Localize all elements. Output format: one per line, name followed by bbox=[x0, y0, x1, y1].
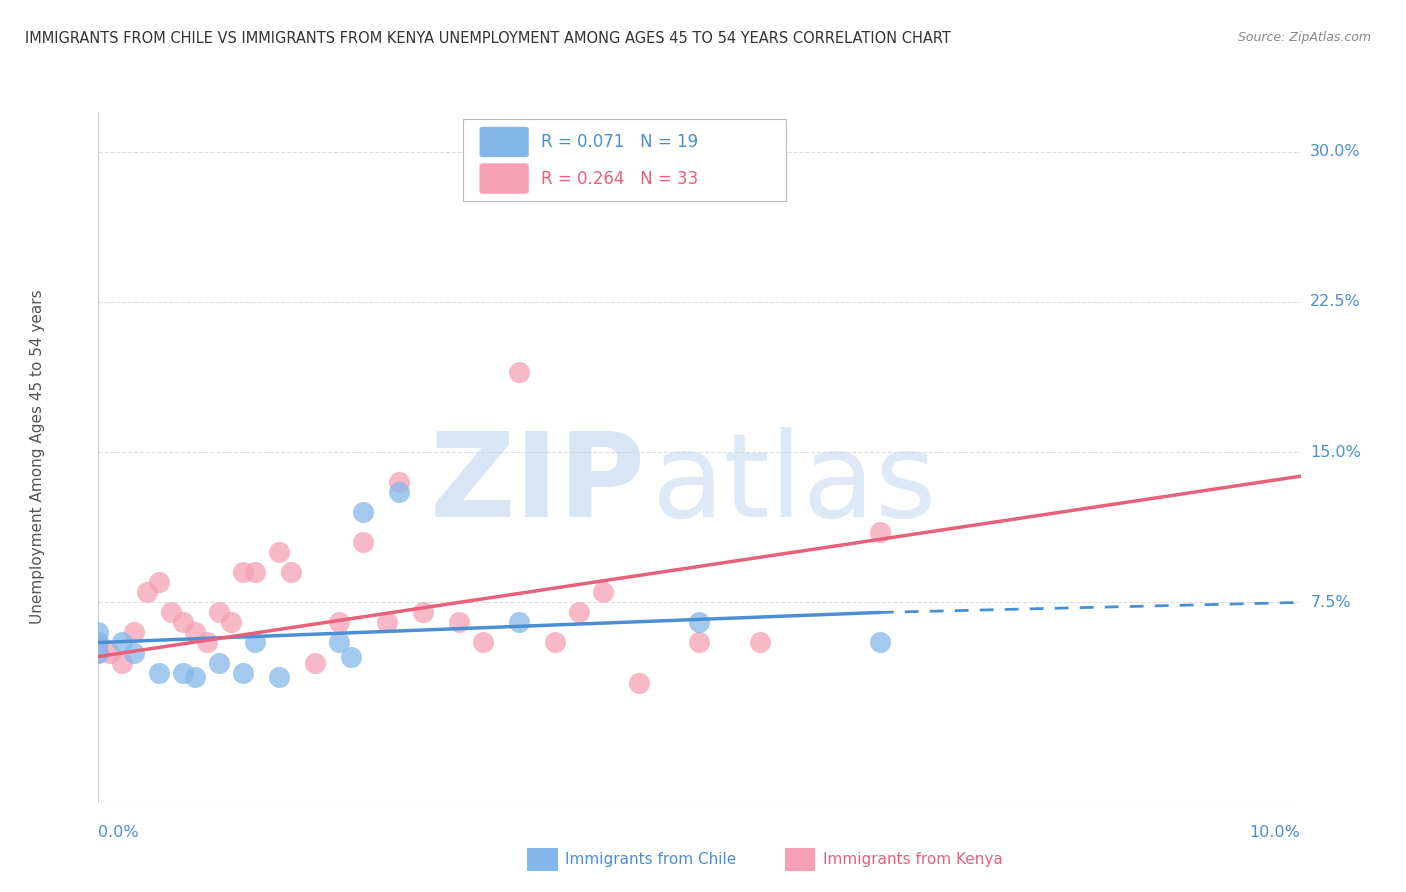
Point bbox=[352, 505, 374, 519]
Point bbox=[267, 545, 290, 559]
Point bbox=[87, 625, 110, 640]
Point bbox=[232, 665, 254, 680]
Text: R = 0.071   N = 19: R = 0.071 N = 19 bbox=[541, 133, 697, 151]
Text: 15.0%: 15.0% bbox=[1310, 444, 1361, 459]
Text: ZIP: ZIP bbox=[429, 427, 645, 542]
Point bbox=[412, 606, 434, 620]
Point bbox=[340, 649, 363, 664]
Text: 7.5%: 7.5% bbox=[1310, 595, 1351, 610]
Point bbox=[135, 585, 157, 599]
Point bbox=[148, 575, 170, 590]
Point bbox=[183, 625, 205, 640]
Point bbox=[87, 635, 110, 649]
Text: 30.0%: 30.0% bbox=[1310, 145, 1361, 159]
Text: atlas: atlas bbox=[651, 427, 936, 542]
Text: R = 0.264   N = 33: R = 0.264 N = 33 bbox=[541, 169, 697, 187]
FancyBboxPatch shape bbox=[479, 163, 529, 194]
Text: IMMIGRANTS FROM CHILE VS IMMIGRANTS FROM KENYA UNEMPLOYMENT AMONG AGES 45 TO 54 : IMMIGRANTS FROM CHILE VS IMMIGRANTS FROM… bbox=[25, 31, 952, 46]
Point bbox=[159, 606, 181, 620]
Point bbox=[688, 615, 710, 630]
Text: 0.0%: 0.0% bbox=[98, 825, 139, 840]
Point bbox=[544, 635, 567, 649]
Point bbox=[243, 566, 266, 580]
Point bbox=[87, 635, 110, 649]
Point bbox=[183, 669, 205, 683]
Point bbox=[472, 635, 495, 649]
Point bbox=[628, 675, 651, 690]
Text: Immigrants from Chile: Immigrants from Chile bbox=[565, 853, 737, 867]
FancyBboxPatch shape bbox=[479, 127, 529, 157]
Point bbox=[280, 566, 302, 580]
Point bbox=[388, 485, 411, 500]
Point bbox=[208, 606, 231, 620]
Text: 10.0%: 10.0% bbox=[1250, 825, 1301, 840]
Text: Source: ZipAtlas.com: Source: ZipAtlas.com bbox=[1237, 31, 1371, 45]
Point bbox=[87, 646, 110, 660]
Point bbox=[124, 625, 146, 640]
Text: 22.5%: 22.5% bbox=[1310, 294, 1361, 310]
Point bbox=[111, 635, 134, 649]
Point bbox=[219, 615, 242, 630]
Point bbox=[267, 669, 290, 683]
Point bbox=[328, 615, 350, 630]
Point bbox=[172, 665, 194, 680]
Point bbox=[232, 566, 254, 580]
Point bbox=[375, 615, 398, 630]
Point bbox=[172, 615, 194, 630]
Point bbox=[304, 656, 326, 670]
Point bbox=[87, 646, 110, 660]
Point bbox=[568, 606, 591, 620]
Point bbox=[195, 635, 218, 649]
FancyBboxPatch shape bbox=[463, 120, 786, 202]
Text: Immigrants from Kenya: Immigrants from Kenya bbox=[823, 853, 1002, 867]
Point bbox=[124, 646, 146, 660]
Point bbox=[508, 615, 530, 630]
Point bbox=[869, 525, 891, 540]
Point bbox=[148, 665, 170, 680]
Point bbox=[592, 585, 614, 599]
Point bbox=[111, 656, 134, 670]
Point bbox=[447, 615, 470, 630]
Point bbox=[328, 635, 350, 649]
Point bbox=[388, 475, 411, 490]
Point bbox=[748, 635, 770, 649]
Point bbox=[508, 365, 530, 379]
Point bbox=[352, 535, 374, 549]
Text: Unemployment Among Ages 45 to 54 years: Unemployment Among Ages 45 to 54 years bbox=[30, 290, 45, 624]
Point bbox=[100, 646, 122, 660]
Point bbox=[208, 656, 231, 670]
Point bbox=[869, 635, 891, 649]
Point bbox=[688, 635, 710, 649]
Point bbox=[243, 635, 266, 649]
